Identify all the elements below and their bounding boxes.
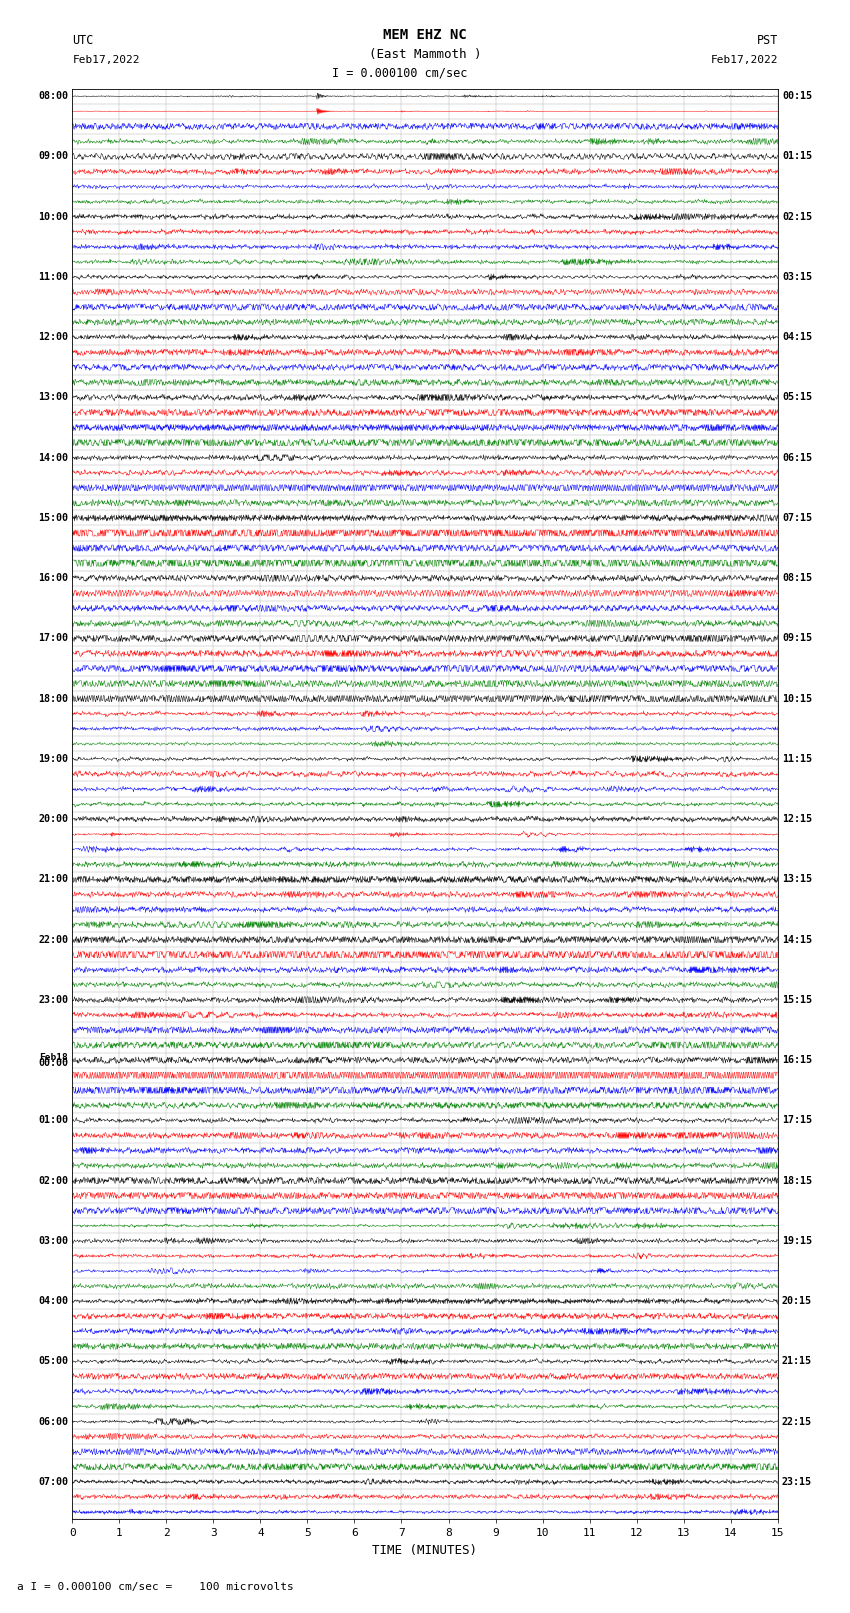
Text: Feb17,2022: Feb17,2022 [72, 55, 139, 65]
Text: 01:00: 01:00 [38, 1115, 68, 1126]
Text: UTC: UTC [72, 34, 94, 47]
Text: 10:00: 10:00 [38, 211, 68, 221]
Text: I = 0.000100 cm/sec: I = 0.000100 cm/sec [332, 66, 468, 79]
Text: 09:00: 09:00 [38, 152, 68, 161]
Text: a I = 0.000100 cm/sec =    100 microvolts: a I = 0.000100 cm/sec = 100 microvolts [17, 1582, 294, 1592]
Text: Feb18: Feb18 [39, 1053, 68, 1061]
Text: 06:15: 06:15 [782, 453, 812, 463]
Text: 12:15: 12:15 [782, 815, 812, 824]
Text: 20:15: 20:15 [782, 1297, 812, 1307]
Text: 00:00: 00:00 [38, 1058, 68, 1068]
Text: 17:15: 17:15 [782, 1115, 812, 1126]
Text: 02:00: 02:00 [38, 1176, 68, 1186]
Text: 18:00: 18:00 [38, 694, 68, 703]
Text: 14:15: 14:15 [782, 934, 812, 945]
Text: 17:00: 17:00 [38, 634, 68, 644]
Text: 12:00: 12:00 [38, 332, 68, 342]
Text: 15:00: 15:00 [38, 513, 68, 523]
Text: 22:00: 22:00 [38, 934, 68, 945]
Text: Feb17,2022: Feb17,2022 [711, 55, 778, 65]
Text: MEM EHZ NC: MEM EHZ NC [383, 29, 467, 42]
Text: (East Mammoth ): (East Mammoth ) [369, 48, 481, 61]
Text: 08:00: 08:00 [38, 92, 68, 102]
X-axis label: TIME (MINUTES): TIME (MINUTES) [372, 1544, 478, 1557]
Text: 22:15: 22:15 [782, 1416, 812, 1426]
Text: 13:00: 13:00 [38, 392, 68, 403]
Text: 03:00: 03:00 [38, 1236, 68, 1245]
Text: 00:15: 00:15 [782, 92, 812, 102]
Text: 14:00: 14:00 [38, 453, 68, 463]
Text: 21:15: 21:15 [782, 1357, 812, 1366]
Text: 11:15: 11:15 [782, 753, 812, 765]
Text: 16:00: 16:00 [38, 573, 68, 584]
Text: 04:15: 04:15 [782, 332, 812, 342]
Text: 20:00: 20:00 [38, 815, 68, 824]
Text: 05:15: 05:15 [782, 392, 812, 403]
Text: 02:15: 02:15 [782, 211, 812, 221]
Text: 09:15: 09:15 [782, 634, 812, 644]
Text: 23:00: 23:00 [38, 995, 68, 1005]
Text: PST: PST [756, 34, 778, 47]
Text: 16:15: 16:15 [782, 1055, 812, 1065]
Text: 21:00: 21:00 [38, 874, 68, 884]
Text: 10:15: 10:15 [782, 694, 812, 703]
Text: 07:15: 07:15 [782, 513, 812, 523]
Text: 15:15: 15:15 [782, 995, 812, 1005]
Text: 19:00: 19:00 [38, 753, 68, 765]
Text: 19:15: 19:15 [782, 1236, 812, 1245]
Text: 01:15: 01:15 [782, 152, 812, 161]
Text: 05:00: 05:00 [38, 1357, 68, 1366]
Text: 08:15: 08:15 [782, 573, 812, 584]
Text: 07:00: 07:00 [38, 1478, 68, 1487]
Text: 23:15: 23:15 [782, 1478, 812, 1487]
Text: 03:15: 03:15 [782, 273, 812, 282]
Text: 06:00: 06:00 [38, 1416, 68, 1426]
Text: 04:00: 04:00 [38, 1297, 68, 1307]
Text: 13:15: 13:15 [782, 874, 812, 884]
Text: 11:00: 11:00 [38, 273, 68, 282]
Text: 18:15: 18:15 [782, 1176, 812, 1186]
